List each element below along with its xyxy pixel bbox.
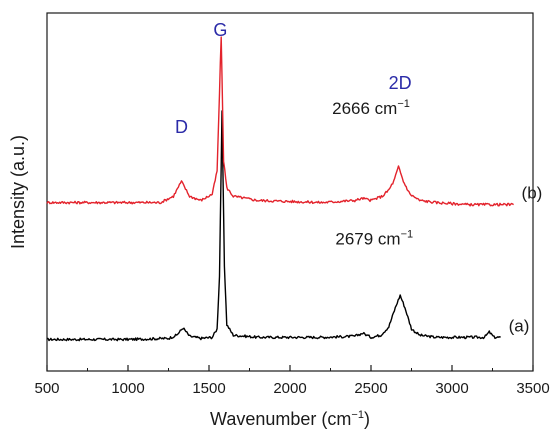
peak-annotation-sup: −1 [397,98,410,110]
peak-annotation-text: 2666 cm [332,99,397,118]
peak-annotation-text: 2679 cm [335,230,400,249]
x-tick-label: 2500 [354,380,387,397]
peak-annotation-sup: −1 [401,229,414,241]
peak-label: G [213,20,227,40]
series-group: (a) (b) [46,36,543,342]
x-tick-label: 1500 [192,380,225,397]
peak-label: D [175,117,188,137]
x-axis-ticks: 500 1000 1500 2000 2500 3000 3500 [34,365,550,397]
x-axis-title-sup: −1 [351,409,364,421]
peak-label: 2D [389,73,412,93]
series-label: (a) [509,316,530,335]
x-axis-title: Wavenumber (cm−1) [210,409,370,429]
peak-annotation: 2679 cm−1 [335,229,413,249]
x-tick-label: 1000 [111,380,144,397]
plot-frame [46,12,534,372]
peak-annotation: 2666 cm−1 [332,98,410,118]
y-axis-title: Intensity (a.u.) [8,135,28,249]
x-tick-label: 3500 [516,380,549,397]
series-line-a [47,110,501,342]
x-axis-title-main: Wavenumber (cm [210,409,351,429]
series-line-b [46,36,514,207]
x-tick-label: 3000 [435,380,468,397]
x-tick-label: 500 [34,380,59,397]
x-tick-label: 2000 [273,380,306,397]
series-label: (b) [522,184,543,203]
x-axis-title-end: ) [364,409,370,429]
